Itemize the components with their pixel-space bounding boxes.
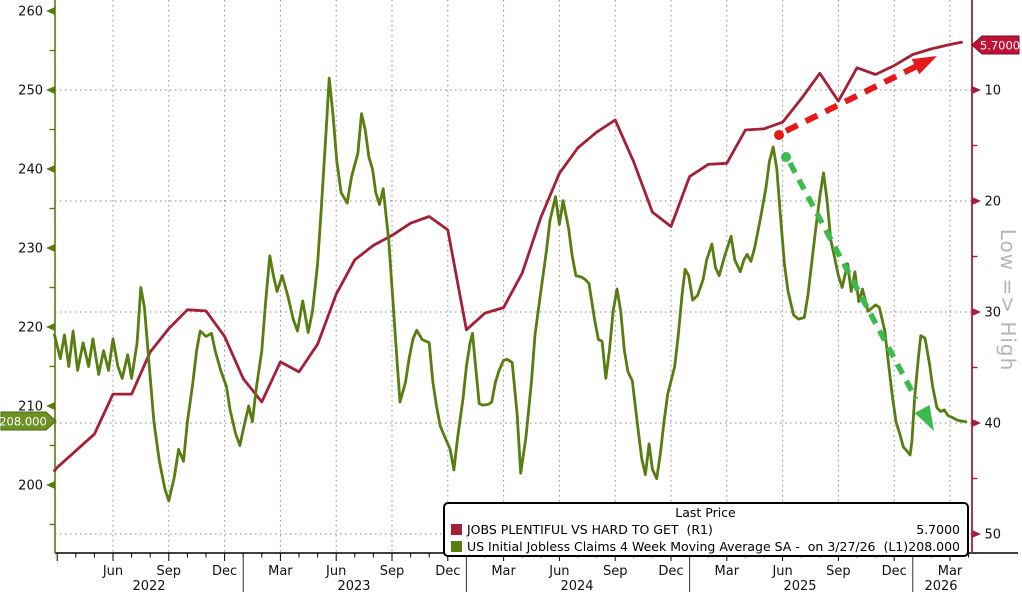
right-axis-tick-label: 20 <box>985 195 1002 210</box>
x-year-label: 2022 <box>132 579 165 594</box>
right-axis-tick-label: 10 <box>985 84 1002 99</box>
left-axis-tick-label: 220 <box>18 321 43 336</box>
left-axis-tick-label: 230 <box>18 242 43 257</box>
left-badge-shape <box>0 411 57 431</box>
right-axis-badge: 5.7000 <box>971 35 1020 55</box>
left-axis-badge: 208.000 <box>0 411 57 431</box>
x-tick-label: Dec <box>435 564 460 579</box>
x-year-label: 2024 <box>560 579 593 594</box>
x-year-label: 2025 <box>783 579 816 594</box>
red-series-swatch-icon <box>451 524 462 535</box>
x-tick-label: Jun <box>325 564 346 579</box>
green-trend-arrow <box>787 161 934 431</box>
legend-last-price: 5.7000 <box>916 522 960 537</box>
right-axis-tick-label: 40 <box>985 417 1002 432</box>
red-trend-arrow <box>784 56 937 134</box>
legend-header: Last Price <box>675 505 736 520</box>
x-tick-label: Sep <box>826 564 851 579</box>
x-year-label: 2026 <box>924 579 957 594</box>
x-tick-label: Sep <box>380 564 405 579</box>
x-tick-label: Jun <box>548 564 569 579</box>
legend-last-price: 208.000 <box>908 539 960 554</box>
red-anchor-dot <box>774 130 784 140</box>
green-series-swatch-icon <box>451 541 462 552</box>
green-anchor-dot <box>781 152 791 162</box>
x-tick-label: Mar <box>268 564 293 579</box>
x-tick-label: Jun <box>102 564 123 579</box>
low-high-label: Low => High <box>996 229 1020 372</box>
x-tick-label: Dec <box>882 564 907 579</box>
right-axis-direction-label: Low => High <box>996 229 1020 372</box>
x-tick-label: Mar <box>491 564 516 579</box>
x-tick-label: Dec <box>658 564 683 579</box>
x-tick-label: Mar <box>938 564 963 579</box>
right-axis-tick-label: 50 <box>985 528 1002 543</box>
chart-legend: Last Price JOBS PLENTIFUL VS HARD TO GET… <box>443 502 969 557</box>
left-axis-tick-label: 250 <box>18 84 43 99</box>
left-badge-value: 208.000 <box>0 415 47 429</box>
x-axis: Jun Sep Dec Mar Jun Sep Dec Mar Jun Sep Dec Mar Jun S… <box>55 552 1018 594</box>
left-axis: 200 210 220 230 240 250 260 <box>18 0 56 553</box>
legend-series-jobs-plentiful[interactable]: JOBS PLENTIFUL VS HARD TO GET (R1) 5.700… <box>451 521 960 538</box>
chart-gridlines <box>55 0 972 553</box>
right-axis: 10 20 30 40 50 <box>971 0 1002 553</box>
x-year-label: 2023 <box>337 579 370 594</box>
x-tick-label: Sep <box>157 564 182 579</box>
series-line-jobs-plentiful <box>53 40 963 473</box>
series-line-jobless-claims <box>53 76 968 503</box>
x-tick-label: Dec <box>212 564 237 579</box>
left-axis-tick-label: 260 <box>18 5 43 20</box>
left-axis-tick-label: 200 <box>18 479 43 494</box>
x-tick-label: Sep <box>603 564 628 579</box>
left-axis-tick-label: 210 <box>18 400 43 415</box>
left-axis-tick-label: 240 <box>18 163 43 178</box>
x-tick-label: Mar <box>715 564 740 579</box>
legend-label: JOBS PLENTIFUL VS HARD TO GET (R1) <box>467 522 713 537</box>
right-badge-shape <box>971 35 1020 55</box>
legend-label: US Initial Jobless Claims 4 Week Moving … <box>467 539 909 554</box>
right-axis-tick-label: 30 <box>985 306 1002 321</box>
right-badge-value: 5.7000 <box>980 39 1020 53</box>
legend-series-jobless-claims[interactable]: US Initial Jobless Claims 4 Week Moving … <box>451 538 960 555</box>
x-tick-label: Jun <box>771 564 792 579</box>
